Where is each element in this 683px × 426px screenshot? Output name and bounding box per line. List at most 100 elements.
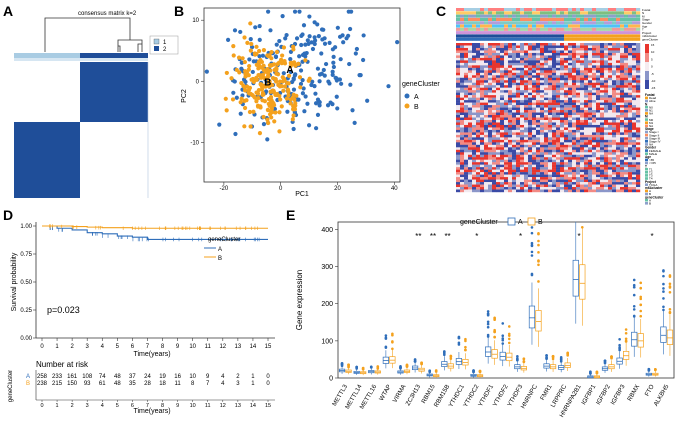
heatmap-cell — [612, 117, 617, 121]
heatmap-cell — [560, 122, 565, 126]
heatmap-cell — [572, 100, 577, 103]
heatmap-cell — [464, 184, 469, 188]
heatmap-cell — [504, 72, 509, 76]
box-outlier — [340, 364, 344, 368]
heatmap-cell — [484, 57, 489, 61]
heatmap-cell — [492, 50, 497, 54]
heatmap-cell — [516, 132, 521, 136]
heatmap-cell — [520, 60, 525, 64]
track-label: M — [642, 14, 645, 18]
heatmap-cell — [548, 60, 553, 64]
heatmap-cell — [596, 119, 601, 123]
annotation-cell — [520, 37, 525, 41]
heatmap-cell — [556, 85, 561, 88]
heatmap-cell — [468, 184, 473, 188]
heatmap-cell — [520, 90, 525, 93]
annotation-cell — [556, 21, 561, 25]
heatmap-cell — [548, 97, 553, 101]
pca-point-b — [288, 60, 293, 65]
heatmap-cell — [584, 157, 589, 160]
heatmap-cell — [556, 147, 561, 150]
heatmap-cell — [480, 152, 485, 155]
heatmap-cell — [600, 72, 605, 76]
heatmap-cell — [552, 154, 557, 158]
heatmap-cell — [528, 124, 533, 128]
heatmap-cell — [544, 107, 549, 111]
heatmap-cell — [552, 124, 557, 128]
heatmap-cell — [460, 127, 465, 131]
annotation-cell — [492, 24, 497, 28]
heatmap-cell — [556, 137, 561, 141]
heatmap-cell — [512, 179, 517, 183]
annotation-cell — [464, 27, 469, 31]
heatmap-cell — [592, 87, 597, 91]
heatmap-cell — [592, 43, 597, 46]
heatmap-cell — [620, 80, 625, 83]
annotation-cell — [620, 17, 625, 21]
heatmap-cell — [604, 112, 609, 116]
heatmap-cell — [544, 174, 549, 178]
heatmap-cell — [576, 154, 581, 158]
heatmap-cell — [632, 92, 637, 96]
annotation-cell — [628, 34, 633, 38]
heatmap-cell — [492, 132, 497, 136]
pca-point-a — [339, 81, 344, 86]
heatmap-cell — [596, 124, 601, 128]
annotation-cell — [456, 21, 461, 25]
heatmap-cell — [596, 45, 601, 49]
heatmap-cell — [536, 52, 541, 56]
heatmap-cell — [488, 112, 493, 116]
heatmap-cell — [464, 149, 469, 153]
heatmap-cell — [504, 67, 509, 71]
track-label: m6Acluster — [642, 34, 657, 38]
risk-value: 215 — [52, 381, 63, 387]
pca-point-b — [248, 21, 253, 26]
heatmap-cell — [576, 134, 581, 138]
heatmap-cell — [496, 112, 501, 116]
heatmap-cell — [544, 115, 549, 118]
annotation-cell — [576, 8, 581, 12]
km-curves — [42, 224, 268, 242]
pca-point-a — [352, 120, 357, 126]
heatmap-cell — [464, 182, 469, 185]
heatmap-cell — [456, 95, 461, 98]
risk-row-label: B — [26, 381, 30, 387]
heatmap-cell — [560, 149, 565, 153]
heatmap-cell — [604, 122, 609, 126]
heatmap-cell — [532, 179, 537, 183]
heatmap-cell — [528, 182, 533, 185]
heatmap-cell — [544, 97, 549, 101]
heatmap-cell — [616, 139, 621, 143]
heatmap-cell — [588, 144, 593, 148]
pca-point-b — [274, 67, 279, 72]
heatmap-cell — [580, 119, 585, 123]
heatmap-cell — [624, 62, 629, 66]
heatmap-cell — [612, 60, 617, 64]
pca-point-b — [243, 74, 248, 79]
heatmap-cell — [584, 45, 589, 49]
heatmap-cell — [456, 100, 461, 103]
km-curve-a — [42, 225, 268, 240]
heatmap-cell — [552, 179, 557, 183]
annotation-cell — [492, 34, 497, 38]
annotation-cell — [488, 14, 493, 18]
heatmap-cell — [540, 132, 545, 136]
heatmap-cell — [568, 67, 573, 71]
heatmap-cell — [616, 152, 621, 155]
heatmap-cell — [496, 110, 501, 113]
heatmap-cell — [460, 179, 465, 183]
heatmap-cell — [632, 55, 637, 59]
heatmap-cell — [624, 97, 629, 101]
annotation-cell — [616, 24, 621, 28]
heatmap-cell — [536, 90, 541, 93]
heatmap-cell — [600, 182, 605, 185]
heatmap-cell — [504, 110, 509, 113]
heatmap-cell — [512, 110, 517, 113]
pca-point-b — [276, 60, 282, 65]
heatmap-cell — [528, 75, 533, 78]
annotation-cell — [592, 17, 597, 21]
heatmap-cell — [608, 72, 613, 76]
heatmap-cell — [524, 174, 529, 178]
heatmap-cell — [496, 119, 501, 123]
annotation-cell — [580, 11, 585, 15]
